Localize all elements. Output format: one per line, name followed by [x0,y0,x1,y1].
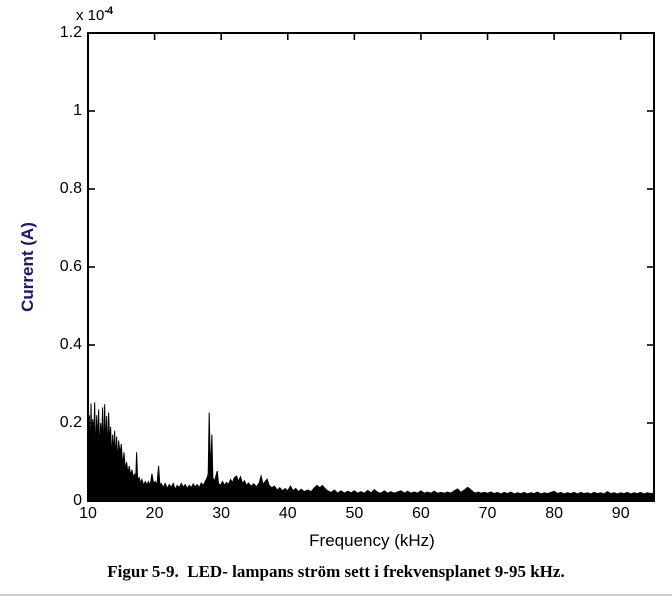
x-tick-label: 30 [212,505,231,522]
x-tick-label: 20 [145,505,164,522]
y-tick-label: 0 [73,492,82,509]
x-tick-label: 40 [278,505,297,522]
spectrum-series [87,389,655,502]
figure-caption: Figur 5-9. LED- lampans ström sett i fre… [107,562,565,581]
x-tick-label: 50 [345,505,364,522]
x-tick-label: 80 [545,505,563,522]
x-tick-label: 90 [611,505,630,522]
y-tick-label: 0.6 [59,258,82,275]
plot-area [87,32,655,502]
bottom-divider [0,594,672,596]
y-tick-label: 0.4 [59,336,82,353]
x-tick-label: 60 [412,505,430,522]
multiplier-exponent: -4 [104,5,113,17]
y-tick-label: 0.2 [59,414,82,431]
y-tick-label: 1 [73,102,82,119]
y-axis-multiplier: x 10-4 [76,5,113,24]
y-tick-label: 0.8 [59,180,82,197]
y-tick-label: 1.2 [59,24,82,41]
x-tick-label: 10 [79,505,97,522]
multiplier-base: x 10 [76,7,105,24]
x-tick-label: 70 [478,505,497,522]
x-axis-label: Frequency (kHz) [309,531,435,550]
